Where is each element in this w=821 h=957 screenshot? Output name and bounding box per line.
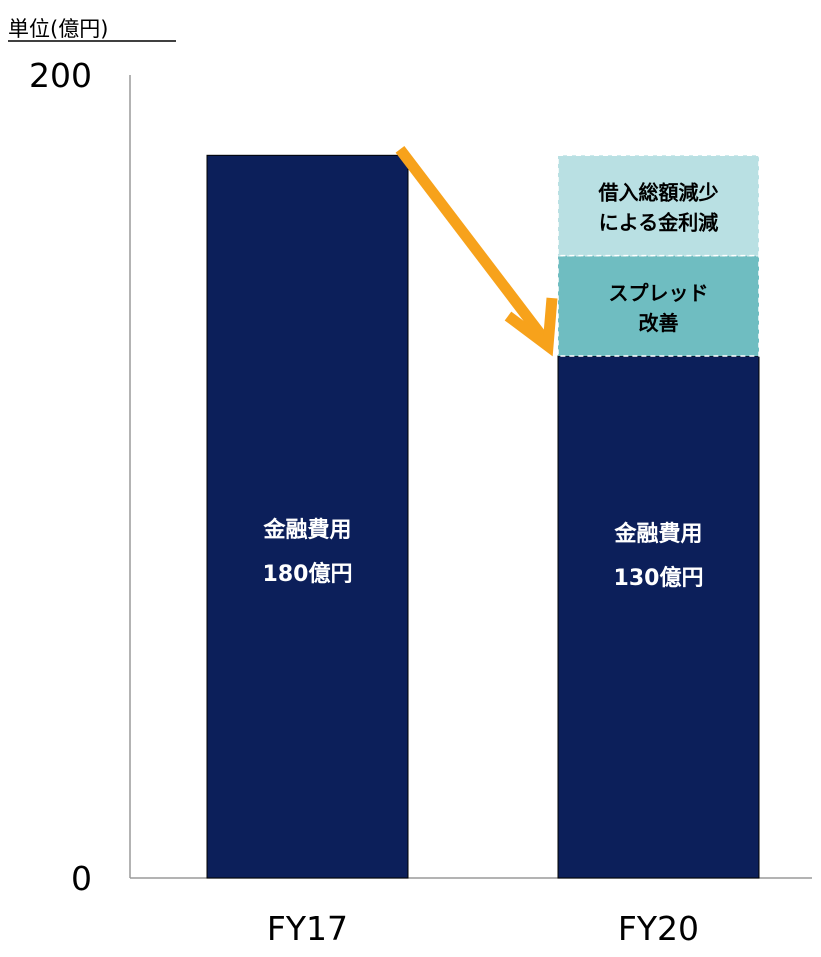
y-tick-label: 0 — [71, 859, 92, 898]
annotations — [395, 145, 558, 357]
bar-segment — [557, 254, 760, 357]
x-tick-label: FY20 — [618, 909, 699, 948]
bar-base — [557, 355, 760, 879]
bar-label: 180億円 — [263, 561, 353, 587]
bar-label: 金融費用 — [613, 521, 702, 547]
bars — [206, 154, 760, 879]
segment-label: 借入総額減少 — [598, 180, 719, 204]
bar-segment — [557, 154, 760, 257]
segment-label: による金利減 — [599, 210, 718, 234]
x-tick-label: FY17 — [267, 909, 348, 948]
bar-base — [206, 154, 409, 879]
arrow-shaft — [395, 145, 550, 344]
y-tick-label: 200 — [29, 56, 92, 95]
unit-label: 単位(億円) — [8, 17, 108, 41]
bar-label: 金融費用 — [262, 517, 351, 543]
segment-label: スプレッド — [609, 281, 709, 305]
arrow-head — [504, 297, 558, 357]
bar-label: 130億円 — [614, 565, 704, 591]
segment-label: 改善 — [639, 311, 679, 335]
